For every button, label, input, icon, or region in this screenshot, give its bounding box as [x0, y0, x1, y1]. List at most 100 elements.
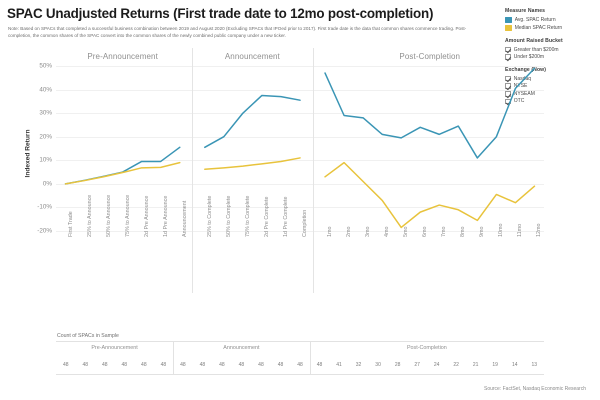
data-series-line: [324, 161, 536, 229]
counts-cell: 48: [180, 362, 186, 368]
x-axis-tick: Announcement: [181, 200, 188, 237]
x-axis-tick: 1d Pre Announce: [162, 195, 169, 237]
counts-cell: 48: [141, 362, 147, 368]
panel-header: Post-Completion: [399, 52, 461, 61]
legend-measure-names: Measure Names Avg. SPAC Return Median SP…: [505, 8, 597, 32]
page-title: SPAC Unadjusted Returns (First trade dat…: [7, 6, 434, 21]
gridline: [56, 89, 544, 91]
y-axis-tick: 50%: [39, 62, 52, 70]
chart-note: Note: Based on SPACs that completed a su…: [8, 26, 467, 39]
x-axis-tick: 6mo: [422, 226, 429, 238]
counts-title: Count of SPACs in Sample: [57, 333, 119, 339]
legend-exchange: Exchange (Now) Nasdaq NYSE NYSEAM OTC: [505, 67, 597, 104]
x-axis-tick: First Trade: [67, 211, 74, 237]
x-axis-tick: 10mo: [498, 223, 505, 238]
counts-cell: 28: [394, 362, 401, 368]
checkbox-checked-icon[interactable]: [505, 54, 511, 60]
counts-cell: 48: [219, 362, 225, 368]
color-swatch-blue-icon: [505, 16, 512, 23]
counts-cell: 32: [355, 362, 362, 368]
y-axis-tick: -10%: [37, 203, 52, 211]
counts-cell: 14: [511, 362, 518, 368]
counts-group-header: Post-Completion: [406, 345, 447, 351]
counts-cell: 48: [238, 362, 245, 368]
counts-cell: 48: [297, 362, 303, 368]
x-axis-tick: 2mo: [346, 226, 353, 238]
x-axis-tick: Completion: [302, 209, 308, 237]
checkbox-checked-icon[interactable]: [505, 83, 511, 90]
counts-cell: 48: [199, 362, 206, 368]
gridline: [56, 231, 544, 232]
gridline: [56, 113, 544, 115]
x-axis-tick: 50% to Complete: [225, 195, 232, 237]
checkbox-checked-icon[interactable]: [505, 46, 511, 53]
gridline: [56, 136, 544, 138]
panel-header: Announcement: [224, 52, 280, 61]
counts-cell: 19: [492, 362, 498, 368]
x-axis-tick: 2d Pre Complete: [263, 196, 270, 237]
legend-item-median[interactable]: Median SPAC Return: [505, 24, 597, 32]
counts-cell: 48: [277, 362, 284, 368]
y-axis-tick: 10%: [39, 156, 52, 164]
filter-under-200m[interactable]: Under $200m: [505, 54, 597, 60]
checkbox-checked-icon[interactable]: [505, 98, 511, 105]
panel-divider: [192, 48, 194, 293]
x-axis-tick: 2d Pre Announce: [143, 195, 150, 237]
filter-label: Nasdaq: [513, 75, 532, 82]
x-axis-tick: 25% to Complete: [206, 195, 213, 237]
filter-label: NYSE: [513, 83, 528, 90]
counts-cell: 13: [531, 362, 538, 368]
y-axis-tick: 30%: [39, 109, 52, 117]
y-axis-tick: 0%: [42, 180, 52, 188]
checkbox-checked-icon[interactable]: [505, 75, 511, 82]
filter-nyseam[interactable]: NYSEAM: [505, 91, 597, 97]
counts-cell: 48: [258, 362, 264, 368]
y-axis-tick: -20%: [37, 227, 52, 235]
counts-group-header: Pre-Announcement: [91, 345, 138, 351]
legend-item-label: Avg. SPAC Return: [514, 16, 556, 23]
x-axis-tick: 9mo: [479, 226, 486, 238]
gridline: [56, 183, 544, 185]
counts-cell: 21: [472, 362, 479, 368]
filter-greater-than-200m[interactable]: Greater than $200m: [505, 47, 597, 53]
x-axis-tick: 11mo: [517, 223, 524, 237]
counts-cell: 41: [336, 362, 342, 368]
filter-nyse[interactable]: NYSE: [505, 83, 597, 89]
color-swatch-yellow-icon: [505, 24, 512, 32]
filter-label: NYSEAM: [513, 90, 535, 97]
gridline: [56, 207, 544, 209]
filter-label: Under $200m: [513, 54, 545, 61]
counts-cell: 24: [433, 362, 440, 368]
filter-nasdaq[interactable]: Nasdaq: [505, 76, 597, 82]
counts-cell: 27: [414, 362, 420, 368]
panel-divider: [312, 48, 314, 293]
gridline: [56, 66, 544, 67]
counts-cell: 48: [102, 362, 108, 368]
legend-item-label: Median SPAC Return: [514, 24, 563, 31]
x-axis-tick: 75% to Complete: [244, 195, 251, 237]
counts-group-header: Announcement: [223, 345, 260, 351]
panel-header: Pre-Announcement: [87, 52, 158, 61]
source-note: Source: FactSet, Nasdaq Economic Researc…: [484, 386, 586, 392]
x-axis-tick: 1d Pre Complete: [282, 196, 289, 237]
legend-exchange-title: Exchange (Now): [505, 67, 547, 74]
filter-label: Greater than $200m: [513, 46, 559, 53]
counts-cell: 48: [62, 362, 69, 368]
counts-cell: 30: [375, 362, 381, 368]
counts-cell: 22: [453, 362, 459, 368]
filter-label: OTC: [513, 98, 525, 105]
checkbox-checked-icon[interactable]: [505, 91, 511, 97]
counts-cell: 48: [316, 362, 323, 368]
counts-divider: [309, 342, 311, 374]
counts-cell: 48: [82, 362, 89, 368]
x-axis-tick: 4mo: [384, 226, 391, 238]
legend-item-avg[interactable]: Avg. SPAC Return: [505, 16, 597, 23]
data-series-line: [64, 161, 181, 185]
legend-amount-title: Amount Raised Bucket: [505, 38, 563, 45]
x-axis-tick: 3mo: [365, 226, 372, 238]
data-series-line: [204, 94, 301, 149]
filter-otc[interactable]: OTC: [505, 98, 597, 104]
legend-amount-raised-bucket: Amount Raised Bucket Greater than $200m …: [505, 38, 597, 60]
x-axis-tick: 25% to Announce: [86, 194, 93, 237]
x-axis-tick: 1mo: [327, 226, 334, 238]
